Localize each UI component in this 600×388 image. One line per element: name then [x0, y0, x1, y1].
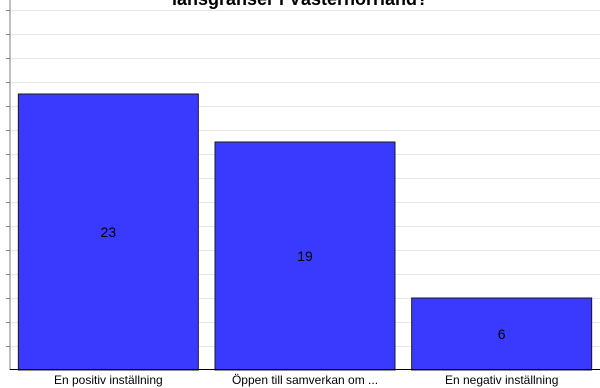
- bar-value-label: 19: [297, 248, 313, 264]
- bar: [411, 297, 593, 371]
- bar: [17, 93, 199, 371]
- bar: [214, 141, 396, 371]
- chart-title: länsgränser i Västernorrland?: [172, 0, 428, 9]
- y-axis-ticks: [6, 10, 10, 347]
- x-category-label: En negativ inställning: [445, 373, 558, 387]
- bar-value-label: 6: [498, 326, 506, 342]
- bar-value-label: 23: [101, 224, 117, 240]
- x-category-label: Öppen till samverkan om ...: [232, 373, 378, 387]
- x-category-label: En positiv inställning: [54, 373, 163, 387]
- category-labels: En positiv inställning Öppen till samverk…: [54, 373, 558, 387]
- bars: 23 19 6: [17, 93, 593, 371]
